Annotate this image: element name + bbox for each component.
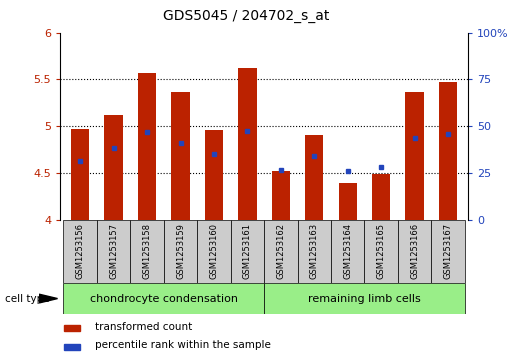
Bar [130, 220, 164, 283]
Bar [205, 130, 223, 220]
Bar [264, 283, 465, 314]
Text: GSM1253163: GSM1253163 [310, 223, 319, 279]
Text: GSM1253166: GSM1253166 [410, 223, 419, 279]
Bar [64, 344, 80, 350]
Text: GSM1253157: GSM1253157 [109, 223, 118, 279]
Bar [431, 220, 465, 283]
Bar [439, 82, 457, 220]
Bar [97, 220, 130, 283]
Text: percentile rank within the sample: percentile rank within the sample [95, 340, 271, 350]
Text: chondrocyte condensation: chondrocyte condensation [90, 294, 238, 303]
Text: GSM1253162: GSM1253162 [276, 223, 286, 279]
Bar [172, 93, 190, 220]
Bar [398, 220, 431, 283]
Text: GSM1253158: GSM1253158 [143, 223, 152, 279]
Bar [138, 73, 156, 220]
Bar [271, 171, 290, 220]
Polygon shape [39, 294, 58, 303]
Text: GSM1253159: GSM1253159 [176, 223, 185, 279]
Bar [71, 129, 89, 220]
Bar [372, 174, 390, 220]
Bar [197, 220, 231, 283]
Bar [405, 91, 424, 220]
Bar [63, 283, 264, 314]
Text: GDS5045 / 204702_s_at: GDS5045 / 204702_s_at [163, 9, 329, 23]
Text: GSM1253161: GSM1253161 [243, 223, 252, 279]
Text: GSM1253160: GSM1253160 [209, 223, 219, 279]
Bar [365, 220, 398, 283]
Text: GSM1253156: GSM1253156 [76, 223, 85, 279]
Bar [331, 220, 365, 283]
Text: GSM1253164: GSM1253164 [343, 223, 352, 279]
Bar [305, 135, 323, 220]
Bar [298, 220, 331, 283]
Bar [238, 68, 257, 220]
Text: GSM1253167: GSM1253167 [444, 223, 452, 279]
Text: GSM1253165: GSM1253165 [377, 223, 385, 279]
Bar [231, 220, 264, 283]
Text: remaining limb cells: remaining limb cells [308, 294, 421, 303]
Bar [63, 220, 97, 283]
Text: cell type: cell type [5, 294, 50, 303]
Text: transformed count: transformed count [95, 322, 192, 331]
Bar [164, 220, 197, 283]
Bar [64, 325, 80, 331]
Bar [338, 183, 357, 220]
Bar [105, 115, 123, 220]
Bar [264, 220, 298, 283]
